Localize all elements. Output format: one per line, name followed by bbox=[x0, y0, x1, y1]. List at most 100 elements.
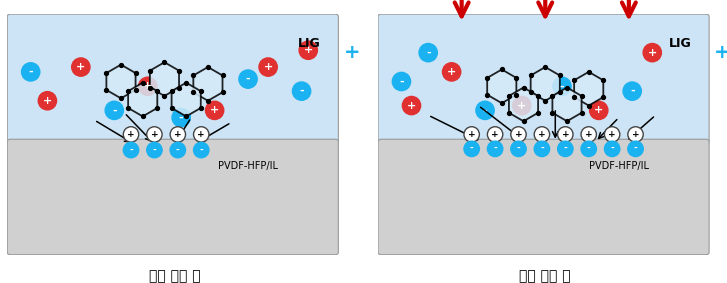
Polygon shape bbox=[574, 72, 603, 106]
Text: +: + bbox=[407, 100, 416, 111]
Text: +: + bbox=[150, 130, 158, 139]
Polygon shape bbox=[150, 62, 179, 96]
Ellipse shape bbox=[147, 127, 162, 142]
Ellipse shape bbox=[206, 101, 224, 119]
Text: +: + bbox=[263, 62, 273, 72]
Polygon shape bbox=[193, 67, 222, 101]
FancyBboxPatch shape bbox=[7, 14, 338, 144]
Text: +: + bbox=[648, 48, 657, 58]
Ellipse shape bbox=[581, 127, 596, 142]
Text: PVDF-HFP/IL: PVDF-HFP/IL bbox=[218, 161, 278, 171]
Text: -: - bbox=[563, 144, 567, 153]
Ellipse shape bbox=[259, 58, 277, 76]
Text: +: + bbox=[127, 130, 134, 139]
Polygon shape bbox=[487, 70, 516, 103]
FancyBboxPatch shape bbox=[7, 139, 338, 255]
Text: -: - bbox=[630, 86, 635, 96]
Text: LIG: LIG bbox=[298, 37, 321, 50]
Text: +: + bbox=[76, 62, 86, 72]
Ellipse shape bbox=[487, 127, 503, 142]
Text: -: - bbox=[587, 144, 590, 153]
Ellipse shape bbox=[476, 101, 494, 119]
Polygon shape bbox=[553, 87, 582, 121]
Ellipse shape bbox=[590, 101, 608, 119]
Ellipse shape bbox=[292, 82, 310, 100]
Text: +: + bbox=[174, 130, 182, 139]
Text: -: - bbox=[540, 144, 544, 153]
Ellipse shape bbox=[464, 127, 479, 142]
Text: -: - bbox=[179, 113, 183, 123]
Ellipse shape bbox=[511, 127, 526, 142]
Ellipse shape bbox=[511, 141, 526, 156]
Text: +: + bbox=[343, 43, 360, 62]
Text: -: - bbox=[28, 67, 33, 77]
Ellipse shape bbox=[464, 141, 479, 156]
Text: -: - bbox=[483, 105, 487, 115]
Text: +: + bbox=[447, 67, 457, 77]
Ellipse shape bbox=[558, 141, 573, 156]
Text: +: + bbox=[515, 130, 522, 139]
Ellipse shape bbox=[419, 44, 438, 62]
Text: +: + bbox=[517, 100, 526, 111]
Ellipse shape bbox=[513, 97, 531, 115]
Text: -: - bbox=[300, 86, 304, 96]
Text: +: + bbox=[632, 130, 639, 139]
Ellipse shape bbox=[402, 97, 421, 115]
Ellipse shape bbox=[170, 142, 185, 158]
Ellipse shape bbox=[487, 141, 503, 156]
Text: +: + bbox=[210, 105, 220, 115]
Text: -: - bbox=[634, 144, 638, 153]
Text: +: + bbox=[143, 81, 153, 91]
FancyBboxPatch shape bbox=[378, 139, 709, 255]
Ellipse shape bbox=[124, 127, 139, 142]
Ellipse shape bbox=[105, 101, 124, 119]
Text: 압력 인가 후: 압력 인가 후 bbox=[519, 269, 571, 283]
Polygon shape bbox=[172, 83, 201, 116]
Ellipse shape bbox=[604, 127, 620, 142]
Ellipse shape bbox=[193, 142, 209, 158]
Ellipse shape bbox=[172, 108, 190, 127]
Ellipse shape bbox=[581, 141, 596, 156]
Text: +: + bbox=[608, 130, 616, 139]
Text: -: - bbox=[560, 81, 564, 91]
Text: -: - bbox=[470, 144, 473, 153]
Ellipse shape bbox=[72, 58, 90, 76]
Ellipse shape bbox=[628, 141, 643, 156]
Ellipse shape bbox=[147, 142, 162, 158]
Ellipse shape bbox=[534, 127, 550, 142]
Text: 압력 인가 전: 압력 인가 전 bbox=[148, 269, 201, 283]
Ellipse shape bbox=[534, 141, 550, 156]
Text: -: - bbox=[399, 76, 403, 87]
Ellipse shape bbox=[170, 127, 185, 142]
Ellipse shape bbox=[193, 127, 209, 142]
Text: PVDF-HFP/IL: PVDF-HFP/IL bbox=[589, 161, 648, 171]
Text: +: + bbox=[594, 105, 603, 115]
Ellipse shape bbox=[558, 127, 573, 142]
Text: +: + bbox=[585, 130, 593, 139]
Text: -: - bbox=[129, 145, 133, 155]
Text: +: + bbox=[561, 130, 569, 139]
Ellipse shape bbox=[239, 70, 257, 88]
Text: +: + bbox=[304, 45, 313, 55]
Text: +: + bbox=[43, 96, 52, 106]
Text: +: + bbox=[538, 130, 546, 139]
Ellipse shape bbox=[443, 63, 461, 81]
Text: -: - bbox=[517, 144, 521, 153]
Text: -: - bbox=[199, 145, 203, 155]
Polygon shape bbox=[106, 65, 135, 98]
Text: -: - bbox=[112, 105, 116, 115]
Ellipse shape bbox=[393, 72, 411, 91]
Text: -: - bbox=[493, 144, 497, 153]
Ellipse shape bbox=[299, 41, 318, 59]
Ellipse shape bbox=[643, 44, 662, 62]
Ellipse shape bbox=[139, 77, 157, 95]
Ellipse shape bbox=[628, 127, 643, 142]
Ellipse shape bbox=[124, 142, 139, 158]
Polygon shape bbox=[509, 87, 538, 121]
Ellipse shape bbox=[623, 82, 641, 100]
Ellipse shape bbox=[604, 141, 620, 156]
Text: -: - bbox=[610, 144, 614, 153]
FancyBboxPatch shape bbox=[378, 14, 709, 144]
Ellipse shape bbox=[22, 63, 40, 81]
Ellipse shape bbox=[553, 77, 571, 95]
